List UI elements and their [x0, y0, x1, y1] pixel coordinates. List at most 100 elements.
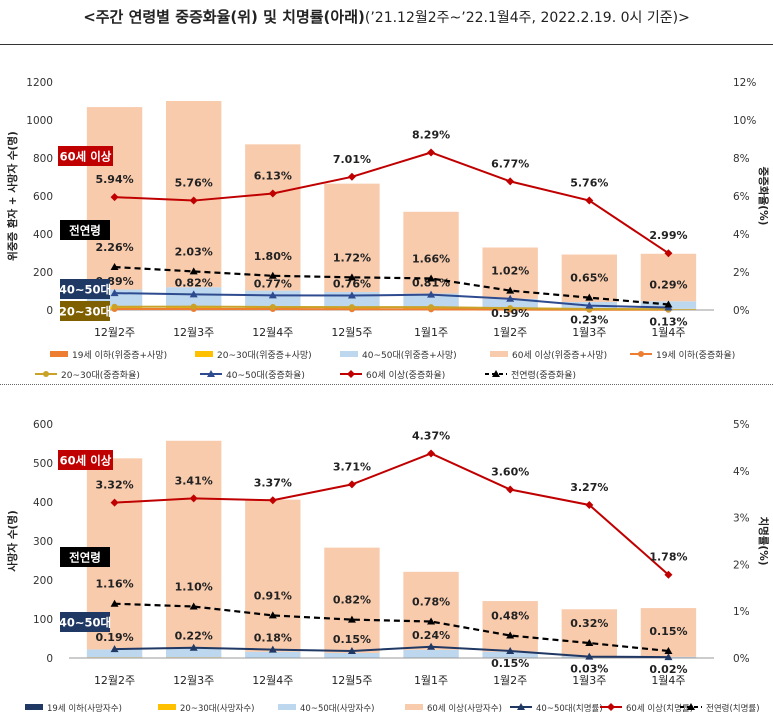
legend-swatch	[50, 351, 68, 357]
series-point	[506, 485, 515, 494]
legend-swatch	[405, 704, 423, 710]
series-point	[268, 291, 277, 299]
series-point	[585, 639, 594, 647]
data-label: 0.91%	[254, 589, 292, 602]
legend-label: 40~50대(사망자수)	[300, 703, 375, 714]
y2-tick-label: 6%	[733, 191, 750, 203]
data-label: 0.03%	[570, 663, 608, 676]
y-tick-label: 800	[33, 153, 53, 165]
series-line	[114, 305, 669, 311]
y-tick-label: 1000	[26, 115, 53, 127]
series-point	[428, 304, 435, 311]
legend-label: 전연령(치명률)	[706, 703, 760, 714]
bar-segment	[403, 293, 459, 308]
legend-label: 20~30대(위중증+사망)	[217, 350, 312, 361]
series-line	[114, 292, 669, 309]
page-title: <주간 연령별 중증화율(위) 및 치명률(아래)(’21.12월2주~’22.…	[0, 6, 773, 27]
series-point	[189, 494, 198, 503]
data-label: 0.02%	[649, 663, 687, 676]
series-tag: 전연령	[60, 220, 110, 240]
bar-segment	[86, 649, 143, 658]
tag-label: 전연령	[69, 551, 101, 565]
series-line	[114, 602, 669, 653]
y2-tick-label: 2%	[733, 559, 750, 571]
series-point	[189, 643, 198, 651]
legend-marker	[492, 370, 500, 377]
severity-chart: 0 200 400 600 800 1000 1200 0% 2% 4% 6% 8% 10% 12% 위중증…	[6, 77, 770, 381]
legend-label: 전연령(중증화율)	[511, 369, 576, 381]
y-tick-label: 1200	[26, 77, 53, 89]
data-label: 5.76%	[175, 177, 213, 190]
series-point	[664, 570, 673, 579]
series-point	[110, 289, 119, 297]
series-point	[347, 291, 356, 299]
bar-segment	[245, 499, 301, 652]
data-label: 0.77%	[254, 277, 292, 290]
series-point	[664, 646, 673, 654]
data-label: 0.13%	[649, 316, 687, 329]
y2-tick-label: 8%	[733, 153, 750, 165]
data-label: 0.81%	[412, 277, 450, 290]
y-tick-label: 600	[33, 419, 53, 431]
y-axis-title: 위중증 환자 + 사망자 수(명)	[6, 131, 19, 261]
data-label: 0.19%	[95, 631, 133, 644]
title-sub: (’21.12월2주~’22.1월4주, 2022.2.19. 0시 기준)>	[364, 10, 690, 26]
data-label: 3.32%	[95, 479, 133, 492]
series-point	[427, 617, 436, 625]
tag-box	[60, 301, 110, 321]
data-label: 1.72%	[333, 251, 371, 264]
series-point	[585, 196, 594, 205]
title-divider	[0, 44, 773, 45]
x-tick-label: 12월5주	[331, 674, 372, 687]
bar-segment	[324, 547, 380, 653]
line-series: 1.16% 1.10% 0.91% 0.82% 0.78% 0.48% 0.32% 0.15%	[95, 578, 688, 654]
x-tick-label: 12월3주	[173, 674, 214, 687]
series-point	[585, 652, 594, 660]
data-label: 2.99%	[649, 229, 687, 242]
data-label: 0.15%	[333, 633, 371, 646]
tag-label: 60세 이상	[60, 454, 112, 468]
legend-swatch	[25, 704, 43, 710]
series-tag: 40~50대	[59, 612, 111, 632]
x-tick-label: 1월3주	[572, 326, 606, 339]
series-point	[347, 615, 356, 623]
series-point	[427, 449, 436, 458]
line-series: 0.19% 0.22% 0.18% 0.15% 0.24% 0.15% 0.03% 0.02%	[95, 629, 687, 676]
series-point	[110, 263, 119, 271]
y-tick-label: 600	[33, 191, 53, 203]
series-point	[268, 645, 277, 653]
line-series: 2.26% 2.03% 1.80% 1.72% 1.66% 1.02% 0.65% 0.29%	[95, 241, 688, 308]
x-tick-label: 12월4주	[252, 326, 293, 339]
legend-marker	[517, 703, 525, 710]
series-point	[585, 500, 594, 509]
data-label: 0.23%	[570, 314, 608, 327]
y2-tick-label: 3%	[733, 513, 750, 525]
legend-marker	[638, 351, 644, 357]
y-tick-label: 400	[33, 497, 53, 509]
data-label: 1.10%	[175, 581, 213, 594]
y2-tick-label: 5%	[733, 419, 750, 431]
x-tick-label: 1월2주	[493, 674, 527, 687]
y2-axis-title: 치명률(%)	[757, 516, 770, 565]
series-point	[189, 290, 198, 298]
legend-label: 60세 이상(치명률)	[626, 703, 693, 714]
series-point	[664, 300, 673, 308]
legend-swatch	[278, 704, 296, 710]
y-tick-label: 300	[33, 536, 53, 548]
series-point	[189, 196, 198, 205]
bar-segment	[403, 571, 459, 650]
series-point	[506, 294, 515, 302]
data-label: 0.22%	[175, 630, 213, 643]
y2-axis-title: 중증화율(%)	[757, 167, 770, 226]
series-point	[506, 177, 515, 186]
tag-label: 40~50대	[59, 616, 111, 630]
bar-segment	[640, 253, 697, 302]
line-series: 5.94% 5.76% 6.13% 7.01% 8.29% 6.77% 5.76% 2.99%	[95, 128, 688, 258]
x-tick-label: 1월4주	[651, 326, 685, 339]
series-point	[506, 646, 515, 654]
x-tick-label: 12월5주	[331, 326, 372, 339]
series-point	[585, 301, 594, 309]
x-tick-label: 1월1주	[414, 674, 448, 687]
y2-tick-label: 10%	[733, 115, 756, 127]
legend-label: 19세 이하(중증화율)	[656, 350, 735, 361]
